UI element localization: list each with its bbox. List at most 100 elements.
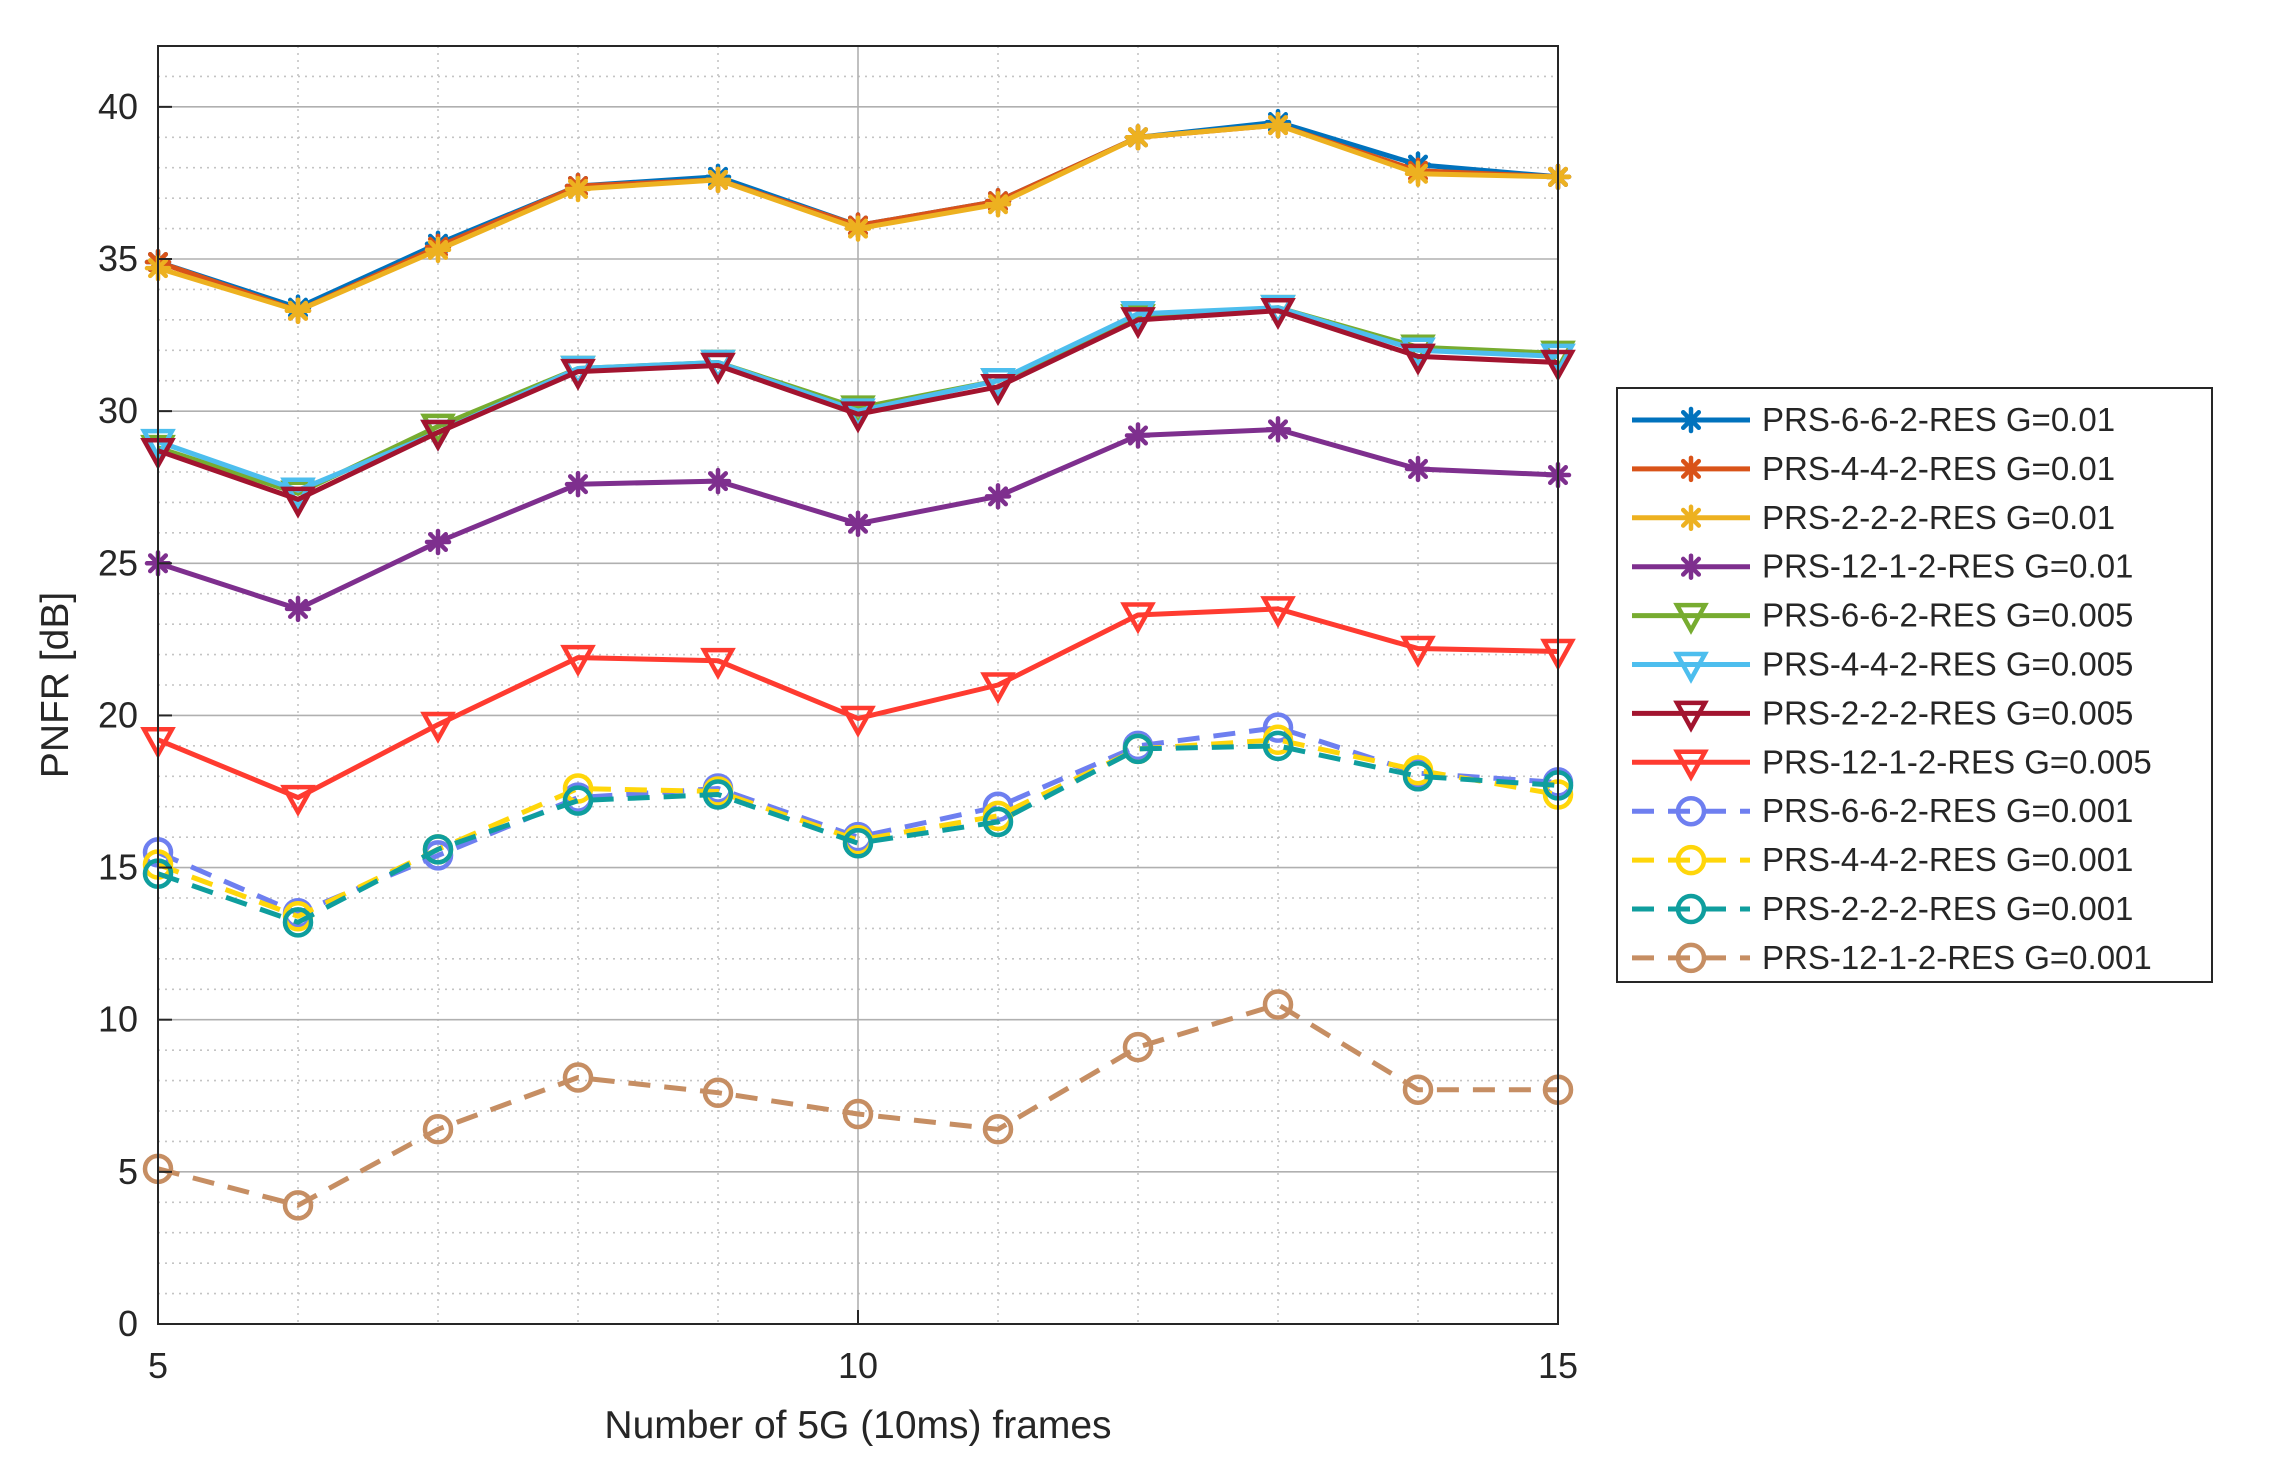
- data-point: [702, 779, 734, 810]
- data-point: [984, 190, 1012, 218]
- data-point: [1120, 307, 1156, 340]
- data-point: [1120, 602, 1156, 635]
- legend-marker: [1673, 602, 1709, 635]
- legend-entry: PRS-4-4-2-RES G=0.005: [1632, 646, 2133, 684]
- data-point: [844, 510, 872, 537]
- y-tick-label: 35: [98, 238, 138, 279]
- y-tick-label: 40: [98, 86, 138, 127]
- y-tick-label: 0: [118, 1303, 138, 1344]
- data-point: [982, 806, 1014, 838]
- data-point: [420, 711, 456, 744]
- data-point: [1400, 635, 1436, 668]
- legend-entry: PRS-2-2-2-RES G=0.001: [1632, 890, 2133, 927]
- legend-label: PRS-6-6-2-RES G=0.001: [1762, 792, 2133, 829]
- legend-entry: PRS-4-4-2-RES G=0.01: [1632, 450, 2115, 487]
- data-point: [1124, 422, 1152, 449]
- legend-label: PRS-2-2-2-RES G=0.005: [1762, 694, 2133, 731]
- data-point: [1404, 455, 1432, 483]
- legend-entry: PRS-6-6-2-RES G=0.01: [1632, 401, 2115, 438]
- data-point: [284, 595, 312, 623]
- data-point: [1402, 761, 1434, 792]
- data-point: [280, 477, 316, 510]
- legend-marker: [1673, 651, 1709, 684]
- y-tick-label: 10: [98, 999, 138, 1040]
- y-tick-label: 15: [98, 847, 138, 888]
- y-axis-label: PNFR [dB]: [34, 592, 77, 778]
- series-line: [157, 606, 1559, 801]
- data-point: [844, 215, 872, 242]
- data-point: [1264, 416, 1292, 443]
- data-point: [562, 1062, 594, 1093]
- data-point: [284, 297, 312, 324]
- data-point: [280, 784, 316, 817]
- data-point: [702, 1077, 734, 1108]
- data-point: [280, 486, 316, 519]
- series-line: [157, 1002, 1558, 1208]
- data-point: [700, 647, 736, 680]
- y-ticks: 0 5 10 15 20 25 30 35 40: [98, 86, 172, 1344]
- data-point: [1260, 596, 1296, 629]
- data-point: [1402, 1074, 1434, 1105]
- x-axis-label: Number of 5G (10ms) frames: [604, 1404, 1111, 1447]
- data-point: [422, 834, 454, 865]
- series-3: [144, 111, 1572, 324]
- legend-entry: PRS-6-6-2-RES G=0.005: [1632, 597, 2133, 635]
- legend-label: PRS-4-4-2-RES G=0.005: [1762, 646, 2133, 683]
- data-point: [1122, 1031, 1154, 1063]
- data-point: [700, 352, 736, 385]
- data-point: [564, 470, 592, 498]
- legend-label: PRS-12-1-2-RES G=0.001: [1762, 939, 2152, 976]
- legend-entry: PRS-2-2-2-RES G=0.01: [1632, 499, 2115, 536]
- legend-marker: [1677, 455, 1705, 483]
- data-point: [562, 785, 594, 816]
- legend-marker: [1675, 844, 1707, 876]
- data-point: [1264, 111, 1292, 139]
- legend-entry: PRS-4-4-2-RES G=0.001: [1632, 841, 2133, 878]
- plot-area: 5 10 15 0 5 10 15 20 25 30 35 40: [98, 45, 1578, 1386]
- data-point: [1262, 730, 1294, 762]
- x-tick-label: 15: [1538, 1345, 1578, 1386]
- legend-label: PRS-4-4-2-RES G=0.01: [1762, 450, 2115, 487]
- data-point: [1404, 160, 1432, 188]
- x-tick-label: 10: [838, 1345, 878, 1386]
- y-tick-label: 20: [98, 694, 138, 735]
- legend-marker: [1677, 406, 1705, 434]
- data-point: [980, 672, 1016, 705]
- legend-label: PRS-12-1-2-RES G=0.005: [1762, 743, 2152, 780]
- y-tick-label: 25: [98, 542, 138, 583]
- data-point: [980, 374, 1016, 407]
- series-line: [157, 743, 1559, 925]
- data-point: [984, 483, 1012, 510]
- data-point: [560, 644, 596, 677]
- y-tick-label: 30: [98, 390, 138, 431]
- series-8: [140, 596, 1576, 817]
- data-point: [562, 773, 594, 804]
- data-point: [840, 401, 876, 434]
- data-point: [982, 1114, 1014, 1145]
- data-point: [1120, 301, 1156, 334]
- series-line: [157, 305, 1559, 493]
- data-point: [1122, 733, 1154, 765]
- legend-entry: PRS-2-2-2-RES G=0.005: [1632, 694, 2133, 733]
- data-point: [282, 1190, 314, 1221]
- x-ticks: 5 10 15: [148, 1310, 1578, 1386]
- data-point: [1260, 297, 1296, 331]
- data-point: [424, 528, 452, 556]
- data-point: [420, 419, 456, 452]
- legend-entry: PRS-12-1-2-RES G=0.001: [1632, 939, 2152, 976]
- legend-label: PRS-6-6-2-RES G=0.005: [1762, 597, 2133, 634]
- data-point: [1400, 343, 1436, 376]
- legend-box: [1616, 387, 2213, 983]
- legend-entry: PRS-12-1-2-RES G=0.005: [1632, 743, 2152, 782]
- legend-label: PRS-2-2-2-RES G=0.01: [1762, 499, 2115, 536]
- legend-marker: [1677, 504, 1705, 532]
- legend-label: PRS-6-6-2-RES G=0.01: [1762, 401, 2115, 438]
- data-point: [564, 175, 592, 203]
- y-tick-label: 5: [118, 1151, 138, 1192]
- data-point: [422, 1114, 454, 1145]
- legend-marker: [1675, 942, 1707, 974]
- data-point: [560, 358, 596, 391]
- legend-marker: [1673, 700, 1709, 733]
- data-point: [1124, 124, 1152, 151]
